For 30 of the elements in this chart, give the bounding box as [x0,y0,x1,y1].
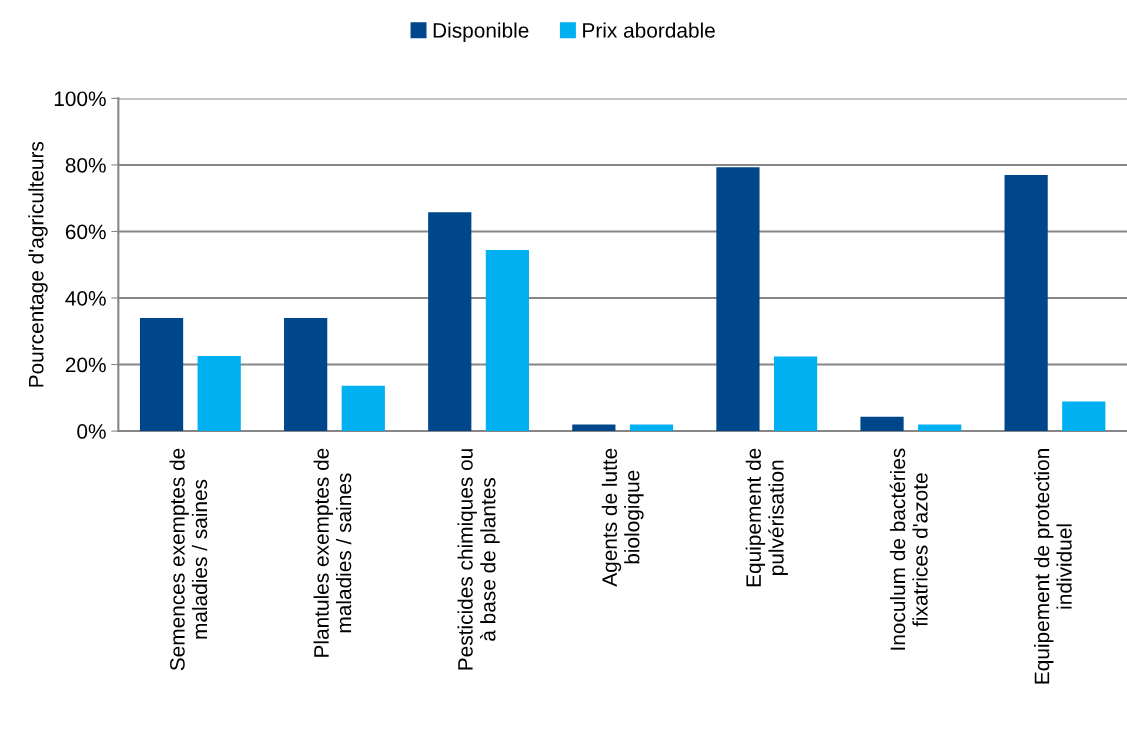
y-axis-title: Pourcentage d'agriculteurs [28,141,48,387]
x-tick-label: Equipement de protection individuel [1034,449,1072,684]
y-tick-label: 40% [65,291,106,306]
bar [716,167,760,432]
x-tick-label: Pesticides chimiques ou à base de plantes [457,449,500,670]
y-tick-label: 80% [65,157,106,173]
bar [860,416,904,432]
x-tick-label: Inoculum de bactéries fixatrices d'azote [889,448,928,650]
y-tick-label: 60% [65,224,106,240]
bar [572,424,616,432]
y-tick-label: 0% [77,424,106,439]
x-tick-label: Agents de lutte biologique [601,448,644,587]
legend-label: Prix abordable [583,22,715,38]
bar [341,385,385,432]
bar [1004,174,1048,432]
x-tick-label: Semences exemptes de maladies / saines [169,448,208,671]
x-tick-label: Plantules exemptes de maladies / saines [313,448,352,657]
bar [773,356,818,432]
bar [1062,401,1106,432]
y-tick-label: 20% [65,357,106,373]
bar [139,317,184,432]
bar [284,317,328,432]
bar [629,424,674,432]
legend-label: Disponible [433,22,529,42]
bar [428,212,472,432]
y-tick-label: 100% [54,91,106,107]
bar [918,424,962,432]
bar [485,250,530,432]
bar [197,355,241,432]
x-tick-label: Equipement de pulvérisation [745,448,788,587]
